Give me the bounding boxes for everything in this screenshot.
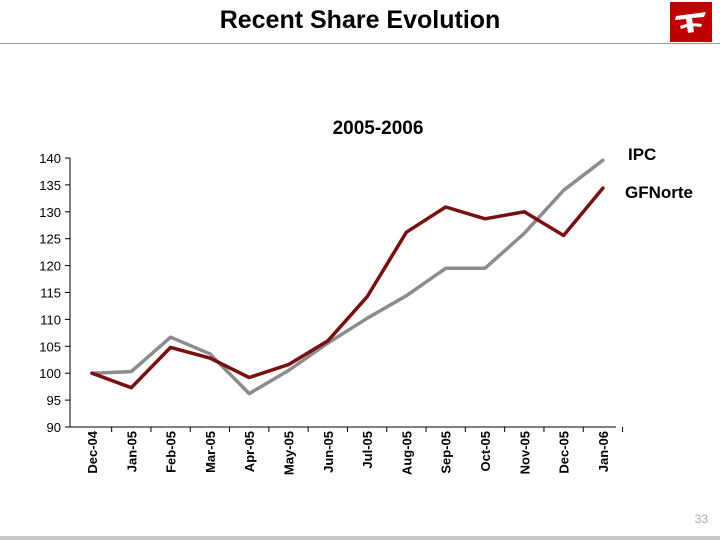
x-tick-label: Dec-05 [557,431,572,474]
y-tick-label: 130 [39,205,61,220]
x-tick-label: May-05 [282,431,297,475]
header-divider [0,43,720,44]
x-tick-label: Jun-05 [321,431,336,473]
y-tick-label: 125 [39,232,61,247]
x-tick-label: Jul-05 [360,431,375,469]
series-line-gfnorte [90,186,605,390]
legend-gfnorte: GFNorte [625,183,693,202]
banorte-logo-icon [670,2,712,42]
y-tick-label: 100 [39,366,61,381]
series-line-ipc [90,158,605,396]
y-tick-label: 140 [39,151,61,166]
x-tick-label: Mar-05 [203,431,218,473]
page-number: 33 [694,512,708,526]
footer-bar [0,536,720,540]
y-tick-label: 105 [39,339,61,354]
y-tick-label: 115 [40,286,61,301]
chart-series [90,158,605,396]
y-tick-label: 90 [47,420,61,435]
y-tick-label: 110 [40,312,61,327]
x-tick-label: Dec-04 [85,430,100,473]
x-tick-label: Jan-05 [124,431,139,472]
x-tick-label: Sep-05 [439,431,454,474]
x-tick-label: Feb-05 [164,431,179,473]
legend-ipc: IPC [628,145,656,164]
y-tick-label: 120 [39,259,61,274]
x-tick-label: Aug-05 [399,431,414,475]
x-tick-label: Nov-05 [517,431,532,474]
chart-legend: IPC GFNorte [625,145,693,202]
x-tick-label: Jan-06 [596,431,611,472]
y-tick-label: 135 [39,178,61,193]
x-tick-label: Apr-05 [242,431,257,472]
x-tick-label: Oct-05 [478,431,493,471]
chart-title: 2005-2006 [333,118,424,139]
chart-axes: 90 95 100 105 110 115 120 125 130 135 140 Dec-04 Jan… [39,151,624,475]
y-tick-label: 95 [47,393,61,408]
page-title: Recent Share Evolution [219,6,501,34]
